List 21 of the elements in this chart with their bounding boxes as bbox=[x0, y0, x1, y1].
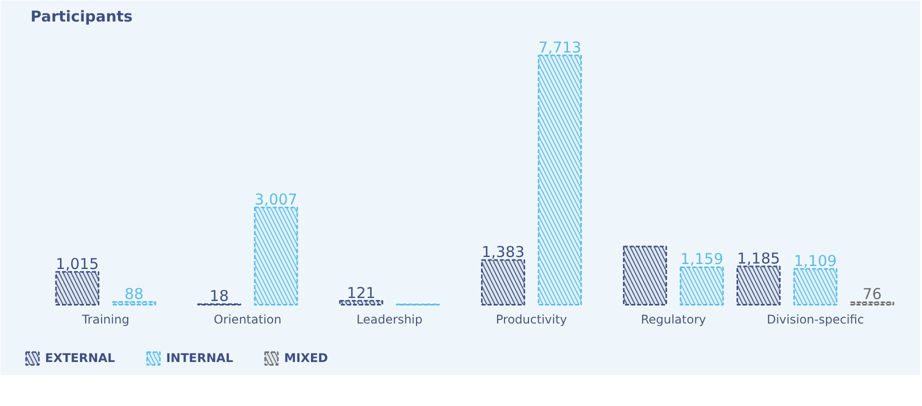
chart-title: Participants bbox=[30, 8, 133, 26]
data-label: 121 bbox=[346, 284, 376, 302]
x-tick-label: Leadership bbox=[356, 312, 423, 327]
x-tick-label: Regulatory bbox=[640, 312, 706, 327]
x-tick-label: Training bbox=[80, 312, 130, 327]
data-label: 18 bbox=[210, 287, 229, 306]
data-label: 1,109 bbox=[794, 252, 837, 270]
data-label: 1,159 bbox=[680, 250, 724, 268]
data-label: 76 bbox=[862, 285, 882, 304]
legend-label: INTERNAL bbox=[166, 351, 234, 365]
x-tick-label: Orientation bbox=[214, 312, 282, 327]
data-label: 88 bbox=[124, 284, 144, 303]
x-tick-label: Division-specific bbox=[766, 312, 864, 327]
data-label: 1,185 bbox=[737, 249, 780, 268]
x-tick-label: Productivity bbox=[496, 312, 568, 327]
legend-label: MIXED bbox=[284, 351, 328, 365]
legend-label: EXTERNAL bbox=[45, 351, 116, 365]
data-label: 1,015 bbox=[56, 254, 99, 273]
data-label: 7,713 bbox=[538, 38, 582, 56]
data-label: 3,007 bbox=[254, 190, 298, 209]
data-label: 1,383 bbox=[482, 243, 525, 261]
